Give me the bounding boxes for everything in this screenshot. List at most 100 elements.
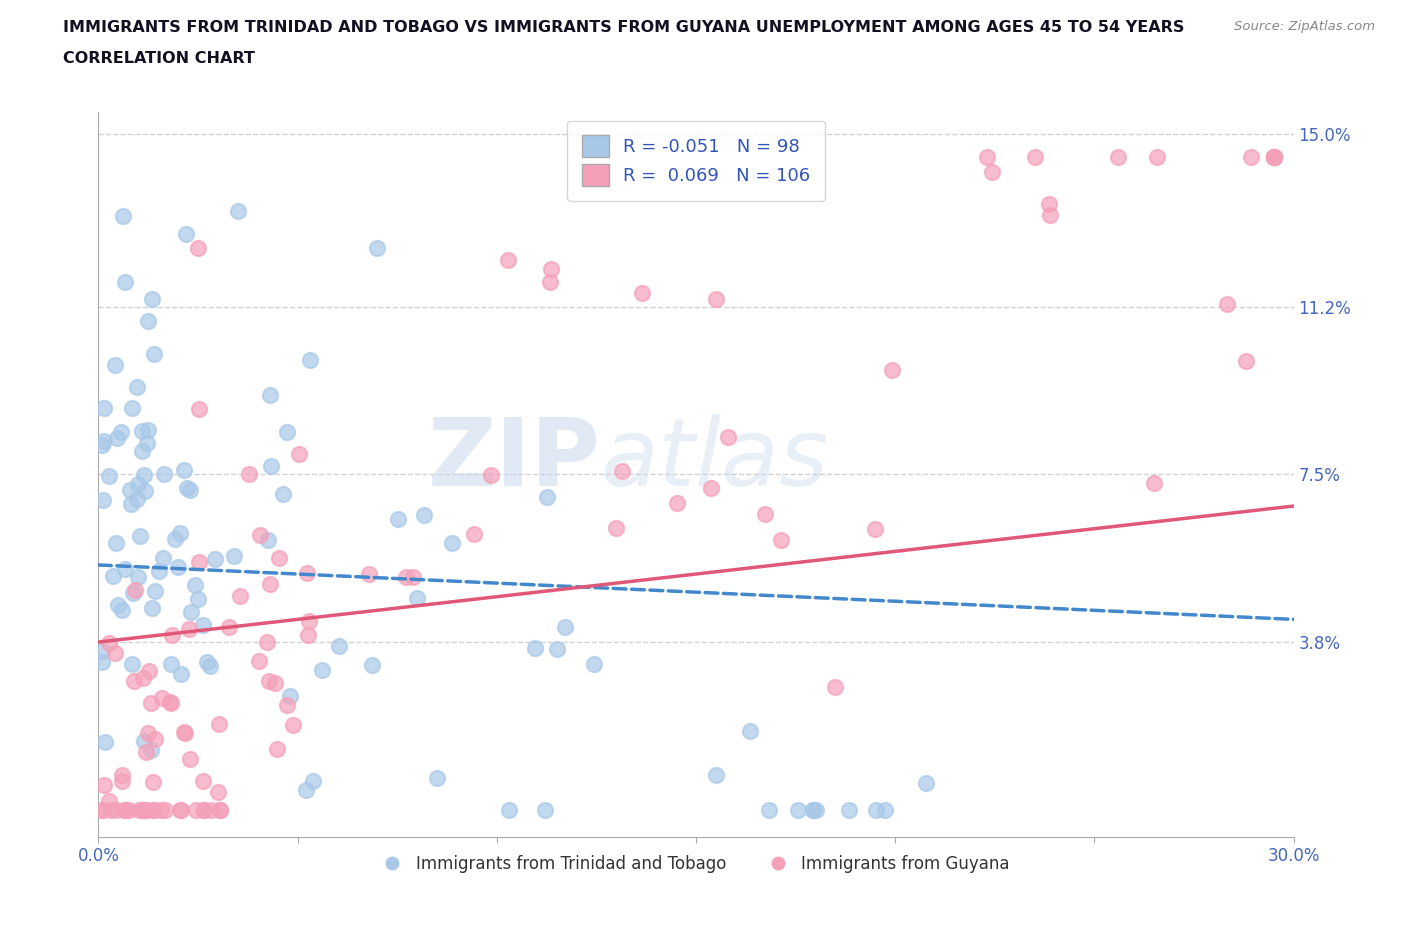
Point bbox=[187, 555, 209, 570]
Point bbox=[413, 507, 436, 522]
Point bbox=[297, 565, 319, 580]
Point bbox=[141, 600, 163, 615]
Point bbox=[1263, 150, 1285, 165]
Point bbox=[1263, 150, 1285, 165]
Point bbox=[93, 401, 115, 416]
Point bbox=[263, 675, 285, 690]
Point bbox=[193, 803, 215, 817]
Point bbox=[187, 240, 209, 255]
Point bbox=[104, 646, 127, 661]
Point bbox=[97, 469, 120, 484]
Point bbox=[134, 734, 156, 749]
Point bbox=[110, 603, 132, 618]
Point bbox=[873, 803, 896, 817]
Point bbox=[93, 777, 115, 792]
Point bbox=[180, 604, 202, 619]
Point bbox=[406, 591, 429, 605]
Point bbox=[184, 803, 207, 817]
Point bbox=[101, 569, 124, 584]
Point bbox=[402, 570, 425, 585]
Point bbox=[524, 641, 547, 656]
Point bbox=[281, 718, 304, 733]
Point bbox=[170, 667, 193, 682]
Point bbox=[142, 346, 165, 361]
Point bbox=[738, 724, 761, 738]
Point bbox=[159, 657, 181, 671]
Point bbox=[787, 803, 810, 817]
Point bbox=[118, 483, 141, 498]
Point bbox=[195, 655, 218, 670]
Point bbox=[226, 204, 249, 219]
Point bbox=[166, 560, 188, 575]
Point bbox=[94, 735, 117, 750]
Point bbox=[120, 497, 142, 512]
Point bbox=[179, 622, 201, 637]
Point bbox=[758, 803, 780, 817]
Point bbox=[200, 803, 222, 817]
Point bbox=[605, 521, 627, 536]
Point bbox=[534, 803, 557, 817]
Point bbox=[135, 435, 157, 450]
Point bbox=[91, 438, 114, 453]
Point bbox=[135, 803, 157, 817]
Point bbox=[114, 803, 136, 817]
Point bbox=[153, 467, 176, 482]
Point bbox=[256, 634, 278, 649]
Point bbox=[295, 782, 318, 797]
Point bbox=[141, 292, 163, 307]
Point bbox=[666, 495, 689, 510]
Point bbox=[699, 481, 721, 496]
Point bbox=[704, 291, 727, 306]
Point bbox=[865, 521, 887, 536]
Point bbox=[125, 380, 148, 395]
Point bbox=[91, 655, 114, 670]
Point bbox=[97, 793, 120, 808]
Point bbox=[208, 803, 231, 817]
Point bbox=[395, 570, 418, 585]
Point bbox=[104, 357, 127, 372]
Point bbox=[121, 401, 143, 416]
Point bbox=[132, 468, 155, 483]
Point bbox=[208, 803, 231, 817]
Point bbox=[173, 725, 195, 740]
Point bbox=[1263, 150, 1285, 165]
Point bbox=[1263, 150, 1285, 165]
Point bbox=[1038, 196, 1060, 211]
Point bbox=[125, 491, 148, 506]
Point bbox=[114, 275, 136, 290]
Point bbox=[176, 480, 198, 495]
Point bbox=[124, 674, 146, 689]
Point bbox=[257, 532, 280, 547]
Point bbox=[91, 803, 114, 817]
Point bbox=[546, 641, 568, 656]
Point bbox=[136, 314, 159, 329]
Point bbox=[1024, 150, 1046, 165]
Point bbox=[97, 636, 120, 651]
Point bbox=[193, 618, 215, 632]
Text: CORRELATION CHART: CORRELATION CHART bbox=[63, 51, 254, 66]
Point bbox=[754, 506, 776, 521]
Point bbox=[121, 657, 143, 671]
Point bbox=[118, 803, 141, 817]
Point bbox=[91, 493, 114, 508]
Point bbox=[276, 698, 298, 712]
Point bbox=[93, 433, 115, 448]
Point bbox=[280, 689, 302, 704]
Point bbox=[100, 803, 122, 817]
Point bbox=[981, 165, 1004, 179]
Point bbox=[184, 578, 207, 592]
Point bbox=[170, 803, 193, 817]
Point bbox=[1039, 207, 1062, 222]
Point bbox=[311, 662, 333, 677]
Point bbox=[135, 803, 157, 817]
Point bbox=[498, 252, 520, 267]
Point bbox=[132, 803, 155, 817]
Point bbox=[266, 741, 288, 756]
Point bbox=[131, 444, 153, 458]
Point bbox=[110, 425, 132, 440]
Legend: Immigrants from Trinidad and Tobago, Immigrants from Guyana: Immigrants from Trinidad and Tobago, Imm… bbox=[375, 848, 1017, 880]
Point bbox=[136, 422, 159, 437]
Point bbox=[112, 803, 135, 817]
Point bbox=[153, 803, 176, 817]
Point bbox=[612, 464, 634, 479]
